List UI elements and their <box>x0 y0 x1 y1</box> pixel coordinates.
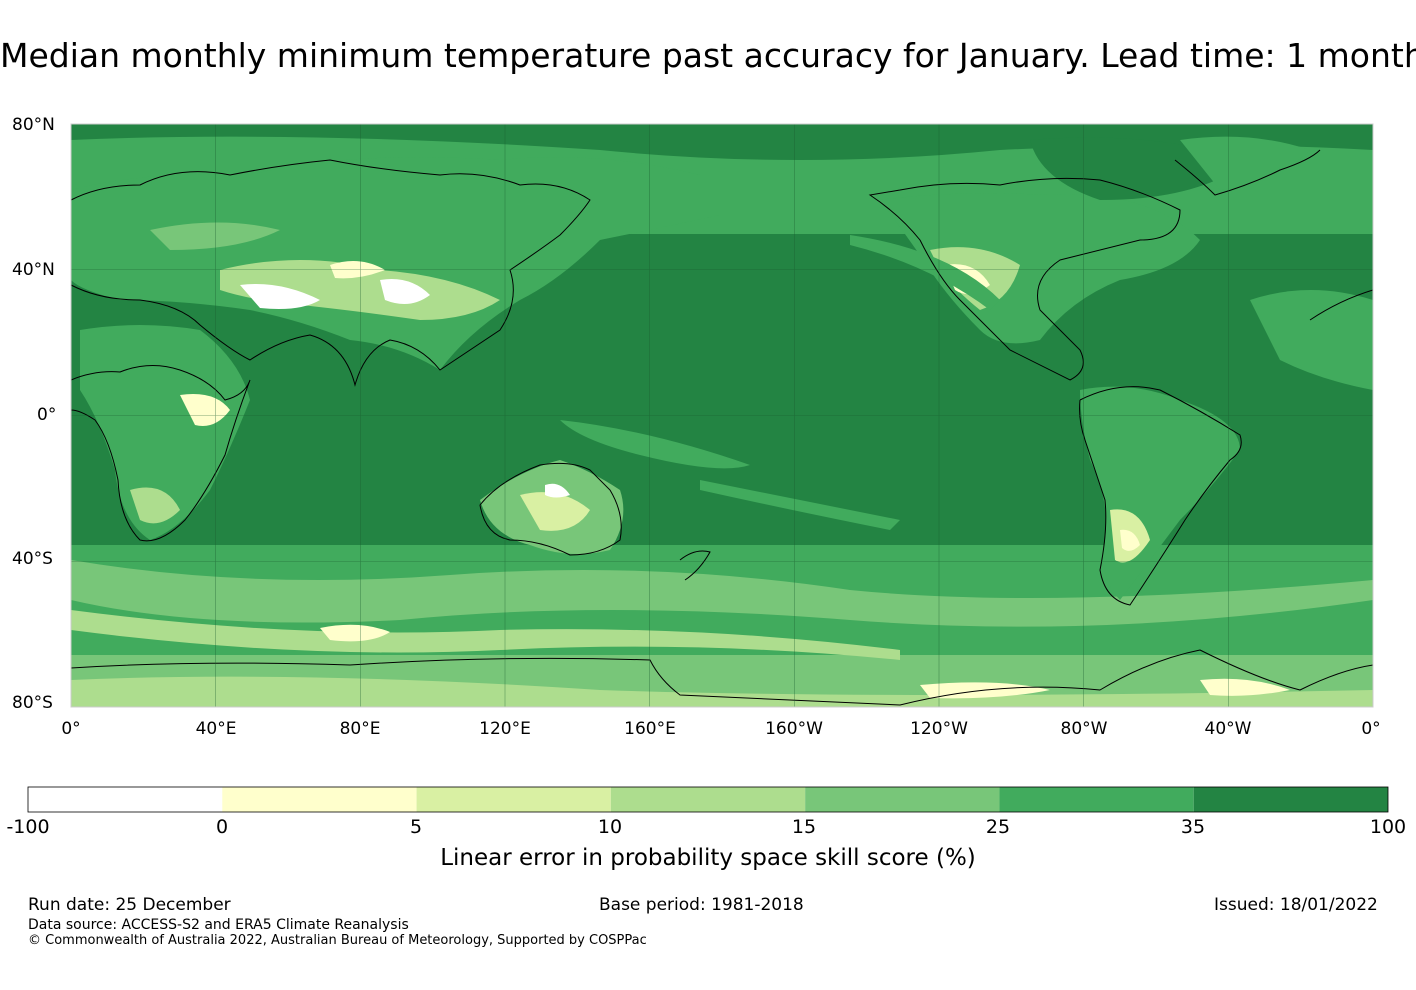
colorbar <box>27 786 1389 813</box>
colorbar-tick: 5 <box>409 816 423 838</box>
colorbar-tick: 10 <box>597 816 623 838</box>
antarctica-coast <box>71 649 1373 706</box>
gridlines <box>71 124 1373 707</box>
lon-label-80w: 80°W <box>1060 719 1108 739</box>
colorbar-segment <box>222 787 417 812</box>
colorbar-tick: -100 <box>6 816 50 838</box>
colorbar-label: Linear error in probability space skill … <box>440 845 976 871</box>
data-source: Data source: ACCESS-S2 and ERA5 Climate … <box>28 917 409 933</box>
colorbar-segment <box>610 787 806 812</box>
australia-coast <box>479 462 622 556</box>
colorbar-tick: 15 <box>791 816 817 838</box>
lon-label-120w: 120°W <box>910 719 968 739</box>
colorbar-segment <box>1193 787 1388 812</box>
lon-label-0-right: 0° <box>1361 719 1381 739</box>
colorbar-tick: 100 <box>1369 816 1407 838</box>
colorbar-segment <box>416 787 611 812</box>
southern-streak <box>71 560 1373 627</box>
lon-label-160w: 160°W <box>765 719 823 739</box>
colorbar-segment <box>805 787 1000 812</box>
copyright: © Commonwealth of Australia 2022, Austra… <box>28 933 647 948</box>
europe-africa-edge <box>1309 289 1373 321</box>
eurasia-coast <box>71 159 591 387</box>
colorbar-border <box>27 786 1389 813</box>
north-america-coast <box>868 177 1181 381</box>
colorbar-tick: 35 <box>1180 816 1206 838</box>
lon-label-120e: 120°E <box>479 719 531 739</box>
lon-label-40e: 40°E <box>195 719 237 739</box>
south-america-coast <box>1079 386 1242 606</box>
colorbar-tick: 0 <box>215 816 229 838</box>
eurasia-fill <box>71 157 720 370</box>
new-zealand-coast <box>679 550 711 581</box>
lat-label-40s: 40°S <box>12 549 53 569</box>
lat-label-80s: 80°S <box>12 693 53 713</box>
run-date: Run date: 25 December <box>28 895 231 915</box>
lon-label-40w: 40°W <box>1204 719 1252 739</box>
lat-label-80n: 80°N <box>12 115 55 135</box>
colorbar-tick: 25 <box>985 816 1011 838</box>
issued-date: Issued: 18/01/2022 <box>1214 895 1378 915</box>
africa-coast <box>71 365 251 542</box>
coastlines <box>71 149 1373 706</box>
arctic-cap <box>71 124 1373 160</box>
greenland-coast <box>1174 149 1321 196</box>
colorbar-segment <box>999 787 1194 812</box>
lon-label-0-left: 0° <box>61 719 81 739</box>
lon-label-160e: 160°E <box>624 719 676 739</box>
map-frame <box>70 123 1374 708</box>
lon-label-80e: 80°E <box>339 719 381 739</box>
lat-label-0: 0° <box>37 405 57 425</box>
lat-label-40n: 40°N <box>12 260 55 280</box>
colorbar-segment <box>28 787 223 812</box>
base-period: Base period: 1981-2018 <box>599 895 804 915</box>
north-america-fill <box>880 193 1200 344</box>
page-title: Median monthly minimum temperature past … <box>0 36 1416 75</box>
